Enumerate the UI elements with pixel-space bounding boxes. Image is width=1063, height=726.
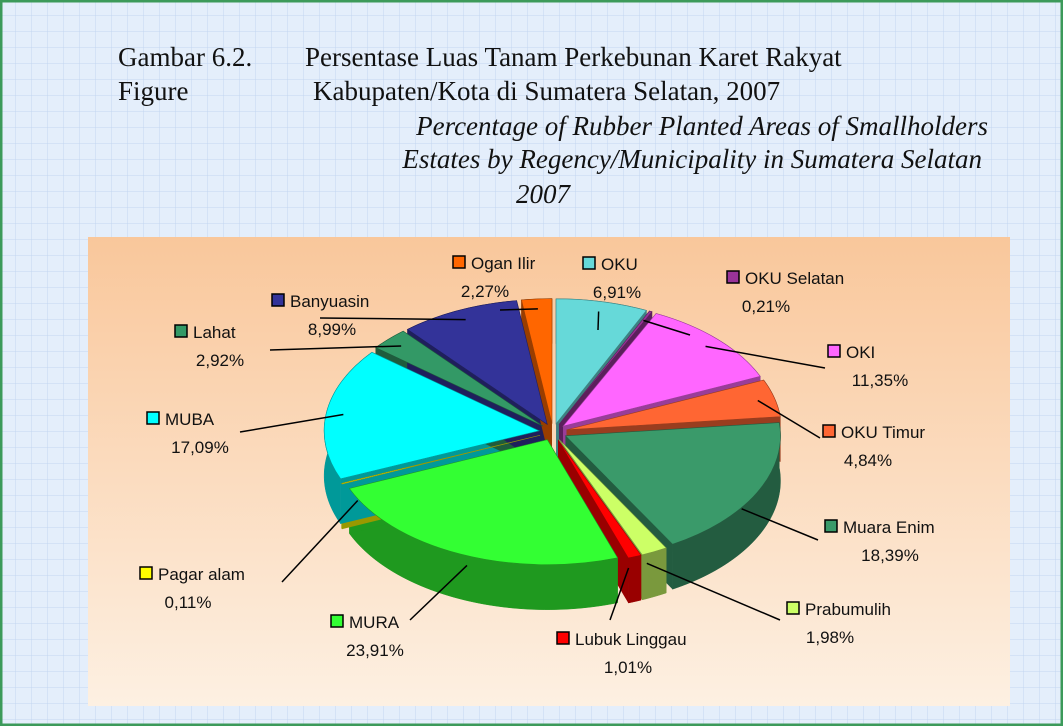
- slice-value-label: 2,27%: [461, 282, 509, 301]
- leader-line: [281, 499, 359, 583]
- legend-swatch: [786, 601, 800, 615]
- legend-swatch: [271, 293, 285, 307]
- slice-name: Lubuk Linggau: [575, 630, 687, 649]
- slice: [564, 422, 781, 545]
- slice: [341, 434, 541, 485]
- legend-swatch: [146, 411, 160, 425]
- legend-swatch: [582, 256, 596, 270]
- slice: [557, 439, 642, 559]
- slice: [521, 298, 553, 424]
- title: Kabupaten/Kota di Sumatera Selatan, 2007: [313, 76, 780, 106]
- leader-line: [597, 311, 600, 331]
- pie-tops: [323, 298, 781, 565]
- leader-line: [643, 319, 691, 336]
- leader-line: [239, 413, 344, 433]
- slice-name: Ogan Ilir: [471, 254, 536, 273]
- leader-line: [499, 308, 538, 311]
- legend-swatch: [822, 424, 836, 438]
- slice-value-label: 11,35%: [852, 371, 908, 390]
- slice-value-label: 1,98%: [806, 628, 854, 647]
- slice: [348, 439, 619, 565]
- leader-line: [319, 317, 466, 321]
- slice-value-label: 0,11%: [165, 593, 212, 612]
- title: Persentase Luas Tanam Perkebunan Karet R…: [305, 42, 842, 72]
- leader-line: [741, 508, 819, 541]
- legend-swatch: [139, 566, 153, 580]
- leader-line: [609, 567, 630, 621]
- slice-name: OKI: [846, 343, 875, 362]
- slice: [558, 310, 653, 425]
- legend-swatch: [827, 344, 841, 358]
- legend-swatch: [824, 519, 838, 533]
- slice-value-label: 18,39%: [861, 546, 919, 565]
- slice-value-label: 1,01%: [604, 658, 652, 677]
- slice-name: OKU Selatan: [745, 269, 844, 288]
- slice-name: Prabumulih: [805, 600, 891, 619]
- slice-value-label: 2,92%: [196, 351, 244, 370]
- slice-name: Pagar alam: [158, 565, 245, 584]
- slice-value-label: 17,09%: [171, 438, 229, 457]
- slice-name: OKU Timur: [841, 423, 925, 442]
- legend-swatch: [174, 324, 188, 338]
- slice: [406, 300, 548, 426]
- legend-swatch: [452, 255, 466, 269]
- subtitle: 2007: [516, 179, 572, 209]
- slice-name: Muara Enim: [843, 518, 935, 537]
- slice-name: MUBA: [165, 410, 215, 429]
- slice: [558, 439, 667, 556]
- slice-value-label: 4,84%: [844, 451, 892, 470]
- subtitle: Estates by Regency/Municipality in Sumat…: [401, 144, 982, 174]
- leader-line: [646, 562, 781, 621]
- slice-value-label: 8,99%: [308, 320, 356, 339]
- slice-name: Lahat: [193, 323, 236, 342]
- figure-label: Gambar 6.2.: [118, 42, 252, 72]
- slice: [555, 298, 647, 425]
- slice: [323, 351, 541, 480]
- slice: [562, 313, 761, 427]
- slice: [375, 330, 544, 427]
- legend-swatch: [556, 631, 570, 645]
- legend-swatch: [330, 614, 344, 628]
- leader-line: [269, 345, 402, 351]
- leader-line: [757, 399, 821, 439]
- slice-value-label: 0,21%: [742, 297, 790, 316]
- slice-name: MURA: [349, 613, 400, 632]
- figure-label: Figure: [118, 76, 189, 106]
- leader-line: [409, 564, 468, 621]
- slice-value-label: 23,91%: [346, 641, 404, 660]
- subtitle: Percentage of Rubber Planted Areas of Sm…: [415, 111, 988, 141]
- leader-line: [705, 345, 826, 369]
- slice-name: OKU: [601, 255, 638, 274]
- slice-value-label: 6,91%: [593, 283, 641, 302]
- slice: [566, 379, 781, 431]
- legend-swatch: [726, 270, 740, 284]
- slice-name: Banyuasin: [290, 292, 369, 311]
- labels: OKU 6,91% OKU Selatan 0,21% OKI 11,35% OKU Tim…: [139, 254, 935, 677]
